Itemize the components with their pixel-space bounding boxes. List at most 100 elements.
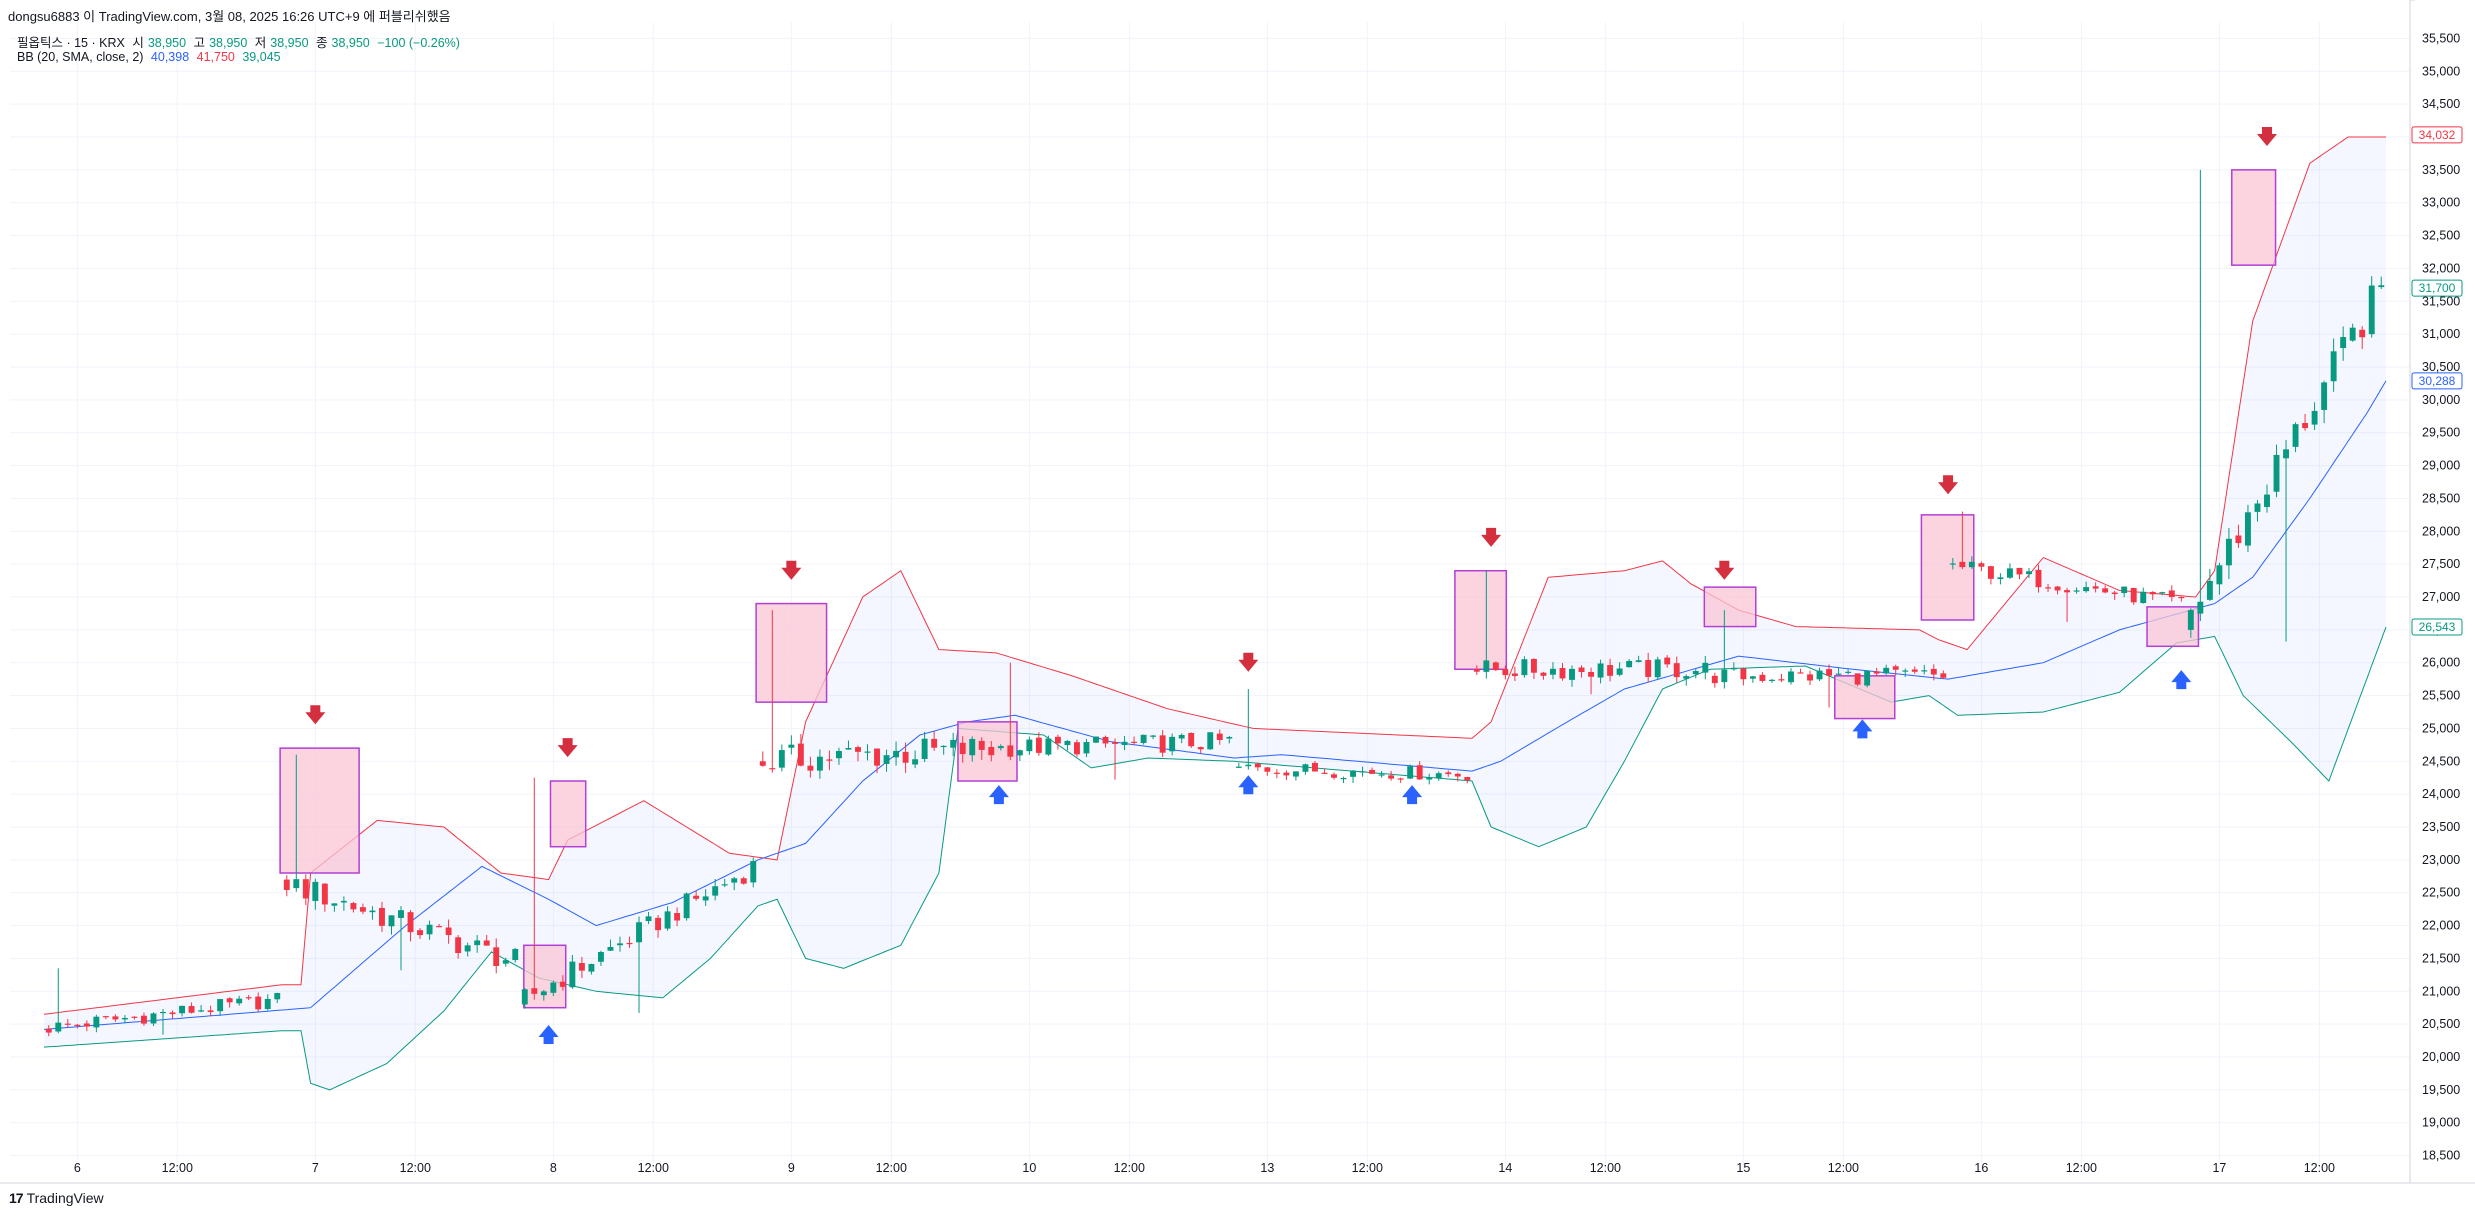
candle-body xyxy=(93,1016,100,1028)
candle-body xyxy=(2016,567,2023,575)
candle-body xyxy=(902,751,909,763)
sell-arrow-icon xyxy=(557,738,578,758)
buy-arrow-icon xyxy=(1402,785,1423,805)
candle-body xyxy=(788,744,795,748)
x-tick-label: 12:00 xyxy=(2304,1161,2335,1175)
candle-body xyxy=(1112,742,1118,744)
buy-arrow-icon xyxy=(988,785,1009,805)
candle-body xyxy=(2321,382,2328,410)
sell-arrow-icon xyxy=(2256,127,2277,146)
candle-body xyxy=(264,998,271,1010)
sell-arrow-icon xyxy=(781,560,802,580)
price-label-box xyxy=(2411,372,2463,390)
candle-body xyxy=(2092,586,2099,589)
candle-body xyxy=(198,1010,205,1012)
candle-body xyxy=(1626,660,1633,668)
y-tick-label: 24,500 xyxy=(2422,754,2460,768)
candle-body xyxy=(559,981,566,987)
pattern-box xyxy=(1920,514,1975,621)
candle-body xyxy=(1597,663,1604,678)
x-tick-label: 12:00 xyxy=(876,1161,907,1175)
grid-lines xyxy=(10,22,2410,1172)
candle-body xyxy=(2102,588,2109,593)
candle-body xyxy=(502,960,509,964)
candle-body xyxy=(978,740,985,750)
candle-body xyxy=(1550,668,1556,675)
candle-body xyxy=(1968,561,1975,568)
candle-body xyxy=(997,746,1004,749)
high-label: 고 xyxy=(193,36,206,50)
x-tick-label: 12:00 xyxy=(2066,1161,2097,1175)
y-tick-label: 28,500 xyxy=(2422,491,2460,505)
lower-band-line xyxy=(43,626,2387,1091)
x-tick-label: 13 xyxy=(1260,1161,1274,1175)
candle-body xyxy=(1007,745,1014,757)
candle-body xyxy=(369,910,376,913)
candle-body xyxy=(2225,538,2232,566)
candle-body xyxy=(835,751,842,759)
candle-body xyxy=(407,912,414,933)
candle-body xyxy=(74,1024,81,1026)
candle-body xyxy=(1102,737,1109,744)
candle-body xyxy=(1369,769,1376,774)
candle-body xyxy=(2035,569,2042,588)
candle-body xyxy=(1226,736,1233,739)
candle-body xyxy=(1178,734,1185,739)
candle-body xyxy=(379,907,385,926)
candle-body xyxy=(921,738,928,760)
candle-body xyxy=(883,755,890,764)
low-label: 저 xyxy=(254,36,267,50)
candle-body xyxy=(588,964,595,972)
y-tick-label: 20,500 xyxy=(2422,1017,2460,1031)
bb-legend: BB (20, SMA, close, 2) 40,398 41,750 39,… xyxy=(17,50,285,64)
candle-body xyxy=(1978,563,1985,567)
candle-body xyxy=(1635,660,1642,662)
y-tick-label: 31,500 xyxy=(2422,294,2460,308)
basis-line xyxy=(43,380,2387,1030)
candle-body xyxy=(816,756,823,771)
candle-body xyxy=(493,947,500,966)
upper-band-line xyxy=(43,136,2386,1015)
candle-body xyxy=(2006,568,2013,578)
x-tick-label: 12:00 xyxy=(1828,1161,1859,1175)
pattern-box xyxy=(1454,569,1508,671)
candle-body xyxy=(102,1016,109,1018)
candle-body xyxy=(2340,337,2347,349)
x-tick-label: 12:00 xyxy=(1352,1161,1383,1175)
candle-body xyxy=(2359,329,2366,338)
candle-body xyxy=(1997,577,2004,580)
candle-body xyxy=(1883,667,1890,674)
candle-body xyxy=(302,879,309,899)
candle-body xyxy=(2292,424,2299,447)
candle-body xyxy=(2254,503,2261,512)
candle-body xyxy=(1740,668,1747,680)
candle-body xyxy=(1321,772,1328,774)
candle-body xyxy=(1340,777,1347,780)
candle-body xyxy=(531,988,538,994)
candle-body xyxy=(2264,494,2270,507)
tradingview-logo[interactable]: 17 TradingView xyxy=(9,1190,104,1206)
candle-body xyxy=(931,738,938,748)
bollinger-band xyxy=(43,136,2387,1091)
candle-body xyxy=(2130,587,2137,603)
pattern-box xyxy=(957,721,1018,782)
candle-body xyxy=(1273,772,1280,774)
y-tick-label: 29,500 xyxy=(2422,426,2460,440)
open-label: 시 xyxy=(132,36,144,50)
candle-body xyxy=(540,991,547,996)
candle-body xyxy=(45,1028,52,1033)
y-tick-label: 35,000 xyxy=(2422,64,2460,78)
candle-body xyxy=(245,997,252,999)
y-tick-label: 18,500 xyxy=(2422,1149,2460,1163)
candle-body xyxy=(950,739,957,748)
candle-body xyxy=(778,750,785,768)
candle-body xyxy=(1816,670,1823,680)
buy-arrow-icon xyxy=(1238,775,1259,795)
candle-body xyxy=(1864,670,1871,686)
bb-lower-value: 39,045 xyxy=(242,50,281,64)
candle-body xyxy=(1254,763,1261,768)
candle-body xyxy=(312,881,319,901)
high-value: 38,950 xyxy=(209,36,248,50)
candle-body xyxy=(274,992,281,1000)
